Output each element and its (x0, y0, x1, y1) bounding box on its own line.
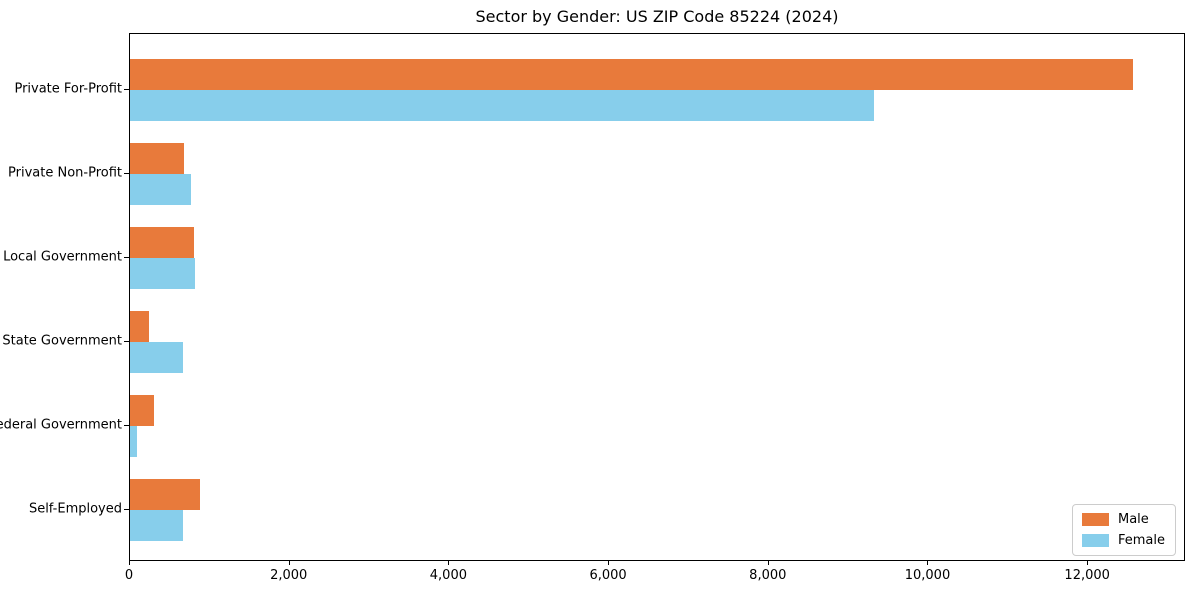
bar-male-private-non-profit (130, 143, 184, 174)
bar-female-private-for-profit (130, 90, 875, 121)
y-tickmark (124, 509, 129, 510)
legend-label-female: Female (1117, 533, 1165, 548)
y-tickmark (124, 341, 129, 342)
y-axis-labels: Private For-Profit Private Non-Profit Loca… (0, 33, 122, 561)
plot-area: Male Female (129, 33, 1185, 561)
y-tick-label-local-government: Local Government (3, 249, 122, 265)
bar-female-state-government (130, 342, 183, 373)
y-tick-label-private-for-profit: Private For-Profit (14, 81, 122, 97)
x-tickmark (608, 561, 610, 565)
y-tick-label-state-government: State Government (2, 333, 122, 349)
x-tick-label-4-000: 4,000 (429, 568, 467, 583)
bar-female-federal-government (130, 426, 138, 457)
x-tick-label-0: 0 (124, 568, 134, 583)
bar-male-local-government (130, 227, 194, 258)
x-tickmark (927, 561, 929, 565)
bar-male-state-government (130, 311, 150, 342)
x-tickmark (448, 561, 450, 565)
y-tick-label-self-employed: Self-Employed (28, 501, 122, 517)
x-tick-label-12-000: 12,000 (1064, 568, 1110, 583)
legend: Male Female (1071, 504, 1176, 556)
bar-female-self-employed (130, 510, 183, 541)
legend-label-male: Male (1117, 512, 1149, 527)
bar-male-self-employed (130, 479, 200, 510)
x-tick-label-8-000: 8,000 (749, 568, 787, 583)
bar-female-private-non-profit (130, 174, 191, 205)
legend-swatch-male-icon (1081, 513, 1109, 526)
y-tick-label-private-non-profit: Private Non-Profit (8, 165, 122, 181)
bar-female-local-government (130, 258, 195, 289)
x-tick-label-2-000: 2,000 (270, 568, 308, 583)
y-tickmark (124, 89, 129, 90)
x-tickmark (288, 561, 290, 565)
legend-swatch-female-icon (1081, 534, 1109, 547)
legend-item-female: Female (1081, 533, 1165, 548)
x-tickmark (1087, 561, 1089, 565)
x-tick-label-10-000: 10,000 (904, 568, 951, 583)
legend-item-male: Male (1081, 512, 1165, 527)
x-tickmark (129, 561, 130, 565)
y-tickmark (124, 257, 129, 258)
x-tickmark (767, 561, 769, 565)
y-tick-label-federal-government: Federal Government (0, 417, 122, 433)
bar-male-private-for-profit (130, 59, 1134, 90)
chart-title: Sector by Gender: US ZIP Code 85224 (202… (475, 7, 839, 26)
y-tickmark (124, 425, 129, 426)
bar-male-federal-government (130, 395, 154, 426)
y-tickmark (124, 173, 129, 174)
x-tick-label-6-000: 6,000 (589, 568, 627, 583)
